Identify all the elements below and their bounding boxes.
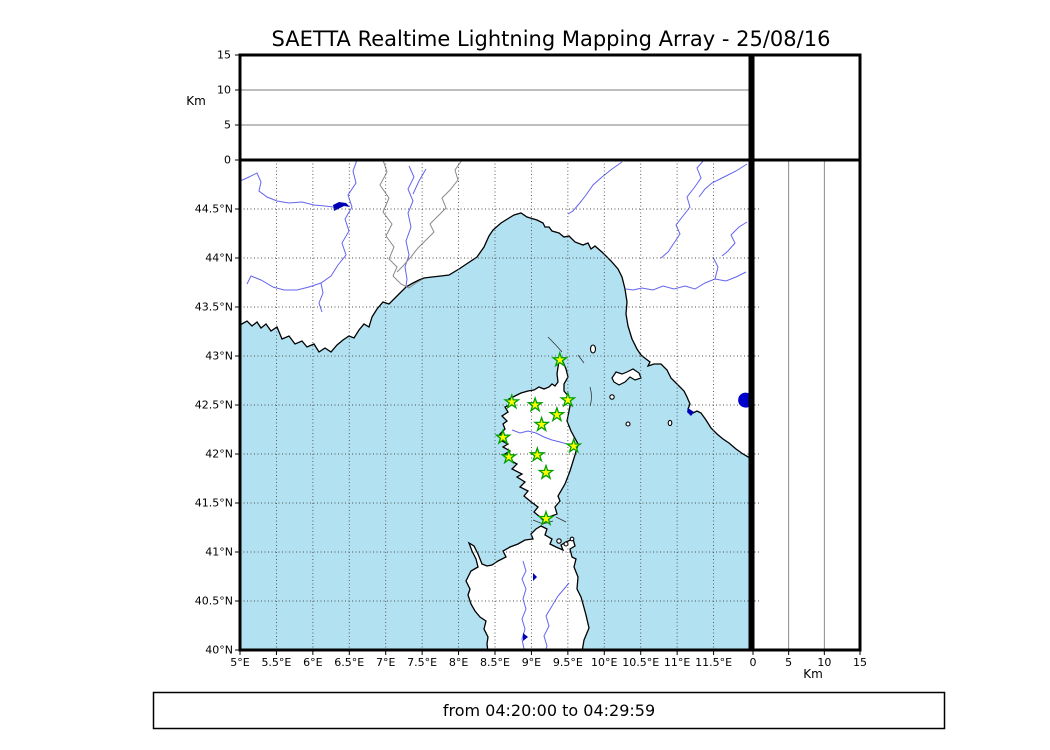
lat-tick-label: 42.5°N [195,399,233,412]
station-star-marker [503,392,521,410]
right-panel-tick-labels: 0 5 10 15 [750,656,868,669]
top-km-tick-label: 5 [224,119,231,132]
footer-time-range: from 04:20:00 to 04:29:59 [443,701,655,720]
blue-dot-layer [738,392,750,408]
blue-dot-marker [738,392,750,408]
island-maddalena-1 [556,538,562,544]
island-sardinia [465,525,590,650]
right-panel-axis-label: Km [803,667,823,681]
river-golo [511,429,572,446]
station-star-marker [528,445,546,463]
station-markers [494,350,583,526]
lake-sainte-croix [333,202,350,211]
lon-tick-label: 5.5°E [261,656,291,669]
island-montecristo [625,421,631,427]
lat-tick-label: 44°N [205,252,233,265]
lon-tick-label: 8°E [449,656,468,669]
river-durance [246,160,358,291]
station-star-marker [559,390,577,408]
corner-panel [751,53,862,162]
sea [240,213,750,650]
top-panel-gridlines [235,54,749,161]
lon-tick-label: 7.5°E [407,656,437,669]
lon-tick-label: 6.5°E [334,656,364,669]
station-star-marker [500,447,518,465]
lat-tick-label: 41.5°N [195,497,233,510]
lon-tick-label: 5°E [230,656,249,669]
lat-tick-label: 40.5°N [195,595,233,608]
station-star-marker [537,509,555,526]
footer-frame [152,691,946,730]
lat-tick-label: 44.5°N [195,203,233,216]
station-star-marker [533,415,551,433]
lon-tick-label: 9°E [522,656,541,669]
island-capraia [589,344,597,354]
top-km-tick-label: 15 [217,49,231,62]
top-panel-tick-labels: 15 10 5 0 [217,49,231,167]
lat-tick-label: 43.5°N [195,301,233,314]
river-var [404,165,415,287]
station-star-marker [494,428,512,445]
station-star-marker [551,350,569,368]
lon-tick-label: 7°E [376,656,395,669]
lat-tick-label: 43°N [205,350,233,363]
lat-tick-label: 41°N [205,546,233,559]
page-title: SAETTA Realtime Lightning Mapping Array … [272,27,831,51]
right-km-tick-label: 15 [853,656,867,669]
right-km-tick-label: 5 [785,656,792,669]
lat-tick-label: 40°N [205,644,233,657]
coastline-mainland [240,212,750,459]
lat-tick-label: 42°N [205,448,233,461]
station-star-marker [526,395,544,413]
island-pianosa [609,394,615,400]
river-verdon [240,172,334,208]
map-frame [238,158,752,652]
lon-tick-label: 10.5°E [622,656,659,669]
lakes [333,202,694,641]
right-altitude-panel: 0 5 10 15 Km [750,158,868,681]
island-maddalena-3 [569,536,575,542]
lon-tick-label: 8.5°E [480,656,510,669]
right-km-tick-label: 0 [750,656,757,669]
top-km-tick-label: 10 [217,84,231,97]
lon-tick-label: 6°E [303,656,322,669]
island-maddalena-2 [563,541,569,547]
footer-box: from 04:20:00 to 04:29:59 [152,691,946,730]
right-km-tick-label: 10 [817,656,831,669]
island-giglio [667,419,673,427]
station-star-marker [537,463,555,480]
right-panel-frame [751,158,862,652]
river-arno [625,271,747,291]
right-panel-gridlines [752,161,861,655]
lon-tick-label: 11°E [664,656,690,669]
latitude-tick-labels: 44.5°N 44°N 43.5°N 43°N 42.5°N 42°N 41.5°N 41°N… [195,203,233,657]
top-panel-frame [238,53,752,162]
station-star-marker [565,437,583,454]
country-borders [379,160,463,289]
longitude-tick-labels: 5°E 5.5°E 6°E 6.5°E 7°E 7.5°E 8°E 8.5°E 9°E 9.5°E… [230,656,732,669]
rivers [240,160,748,650]
lon-tick-label: 11.5°E [695,656,732,669]
lagoon-orbetello [687,408,694,416]
map-panel: 5°E 5.5°E 6°E 6.5°E 7°E 7.5°E 8°E 8.5°E 9°E 9.5°E… [195,158,752,669]
top-altitude-panel: 15 10 5 0 Km [186,49,752,167]
map-tick-marks [235,208,715,655]
top-km-tick-label: 0 [224,154,231,167]
top-panel-axis-label: Km [186,94,206,108]
station-star-marker [548,405,566,423]
lon-tick-label: 9.5°E [553,656,583,669]
lon-tick-label: 10°E [591,656,617,669]
